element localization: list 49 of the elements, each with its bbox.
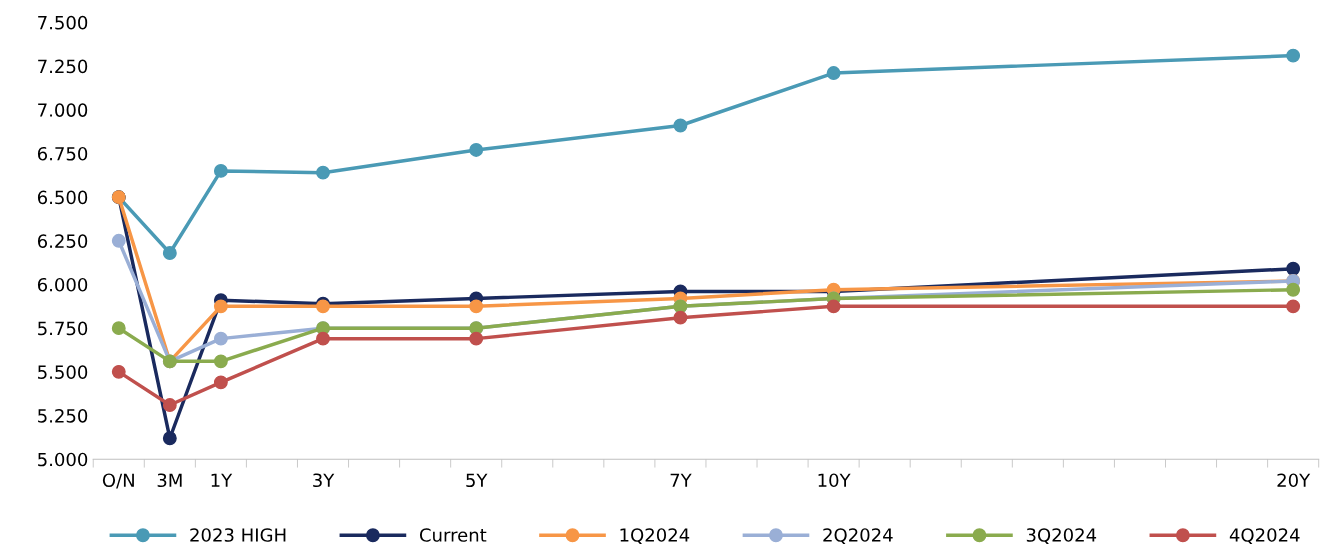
point [213,299,228,314]
x-tick-label: 3M [157,473,182,488]
point [162,398,177,412]
legend-label: 3Q2024 [1026,528,1097,544]
point [111,364,126,379]
point [469,331,484,346]
y-tick-label: 5.750 [38,321,88,336]
point [826,66,841,81]
x-tick-label: 5Y [466,473,488,488]
point [1286,48,1301,63]
y-tick-label: 7.000 [38,103,88,117]
legend-label: Current [419,528,487,542]
x-tick-label: 7Y [670,473,692,487]
x-tick-label: 1Y [211,473,233,487]
x-tick-label: 3Y [313,473,335,488]
legend-label: 2023 HIGH [190,528,286,542]
point [213,375,228,390]
point [1286,299,1301,314]
point [673,310,688,325]
x-tick-label: 10Y [818,473,851,488]
legend-label: 4Q2024 [1229,528,1300,544]
point [826,299,841,314]
point [213,163,228,178]
legend-label: 1Q2024 [620,528,690,544]
y-tick-label: 5.250 [38,408,88,423]
point [111,233,126,248]
y-tick-label: 6.750 [37,146,88,161]
y-tick-label: 6.500 [37,190,88,205]
point [316,165,330,180]
y-tick-label: 5.000 [38,452,88,467]
point [213,354,228,369]
y-tick-label: 7.500 [38,15,88,30]
x-tick-label: 20Y [1277,473,1311,488]
x-tick-label: O/N [102,473,134,489]
legend-label: 2Q2024 [823,528,893,544]
y-tick-label: 6.000 [37,277,88,292]
point [162,246,177,260]
point [469,143,484,157]
point [469,299,484,314]
y-tick-label: 7.250 [38,59,88,74]
y-tick-label: 5.500 [38,365,88,379]
point [316,331,330,346]
point [1286,261,1301,276]
y-tick-label: 6.250 [37,234,88,248]
point [1286,282,1301,297]
point [673,118,688,133]
point [213,331,228,346]
point [162,431,177,446]
point [111,321,126,336]
